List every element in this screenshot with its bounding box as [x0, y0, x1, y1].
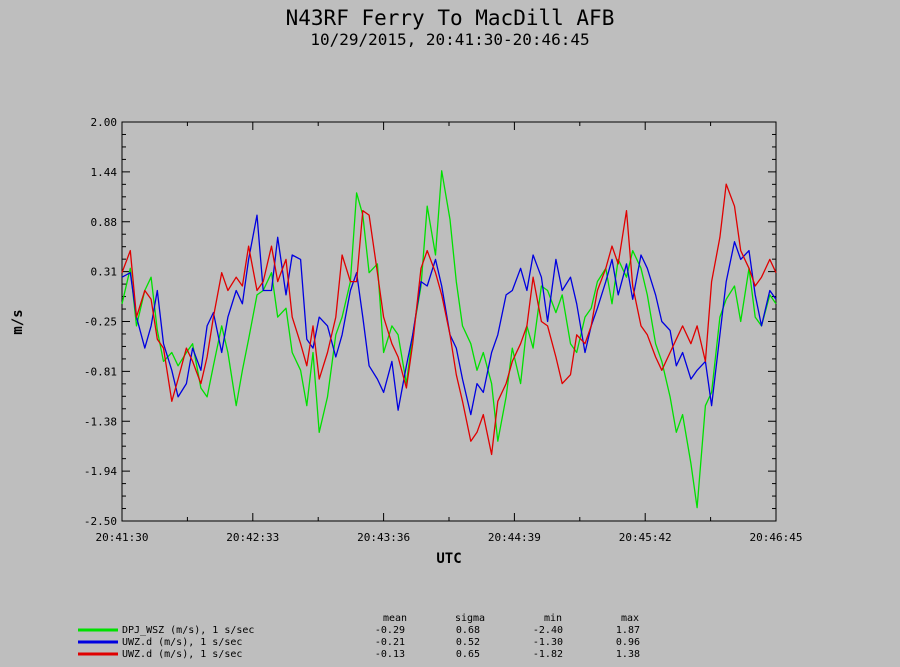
legend-stat-mean: -0.21 [375, 637, 405, 648]
series-line-dpj-wsz [121, 170, 777, 509]
plot-area-frame [121, 121, 777, 522]
legend-stat-min: -1.30 [533, 637, 563, 648]
y-tick-label: -0.25 [84, 316, 117, 329]
series-layer [121, 170, 777, 509]
legend-stat-sigma: 0.68 [456, 625, 480, 636]
legend-stat-mean: -0.13 [375, 649, 405, 660]
x-axis: 20:41:30 20:42:33 20:43:36 20:44:39 20:45:42… [96, 122, 803, 544]
y-axis-label: m/s [10, 309, 26, 334]
legend-header-max: max [621, 613, 639, 624]
legend-stat-max: 0.96 [616, 637, 640, 648]
legend-stat-max: 1.87 [616, 625, 640, 636]
legend-stat-sigma: 0.65 [456, 649, 480, 660]
legend-header-min: min [544, 613, 562, 624]
legend-series-label: DPJ_WSZ (m/s), 1 s/sec [122, 625, 254, 636]
x-tick-label: 20:41:30 [96, 531, 149, 544]
legend-series-label: UWZ.d (m/s), 1 s/sec [122, 649, 242, 660]
legend-stat-sigma: 0.52 [456, 637, 480, 648]
legend: mean sigma min max DPJ_WSZ (m/s), 1 s/se… [78, 613, 640, 660]
y-tick-label: -1.38 [84, 415, 117, 428]
series-line-uwz-d-red [121, 183, 777, 456]
x-tick-label: 20:46:45 [750, 531, 803, 544]
y-tick-label: -1.94 [84, 465, 117, 478]
x-tick-label: 20:43:36 [357, 531, 410, 544]
y-tick-label: 1.44 [91, 166, 118, 179]
y-tick-label: -0.81 [84, 365, 117, 378]
chart-title: N43RF Ferry To MacDill AFB [286, 6, 615, 30]
y-tick-label: -2.50 [84, 515, 117, 528]
legend-header-sigma: sigma [455, 613, 485, 624]
legend-stat-max: 1.38 [616, 649, 640, 660]
x-tick-label: 20:44:39 [488, 531, 541, 544]
y-tick-label: 2.00 [91, 116, 118, 129]
y-axis: 2.00 1.44 0.88 0.31 -0.25 -0.81 -1.38 -1.94 -2.5… [84, 116, 776, 528]
x-axis-label: UTC [436, 551, 461, 567]
series-line-uwz-d-blue [121, 214, 777, 416]
legend-stat-mean: -0.29 [375, 625, 405, 636]
chart-subtitle: 10/29/2015, 20:41:30-20:46:45 [310, 30, 589, 49]
legend-stat-min: -2.40 [533, 625, 563, 636]
legend-header-mean: mean [383, 613, 407, 624]
y-tick-label: 0.31 [91, 266, 118, 279]
legend-stat-min: -1.82 [533, 649, 563, 660]
x-tick-label: 20:45:42 [619, 531, 672, 544]
x-tick-label: 20:42:33 [226, 531, 279, 544]
y-tick-label: 0.88 [91, 216, 118, 229]
legend-series-label: UWZ.d (m/s), 1 s/sec [122, 637, 242, 648]
